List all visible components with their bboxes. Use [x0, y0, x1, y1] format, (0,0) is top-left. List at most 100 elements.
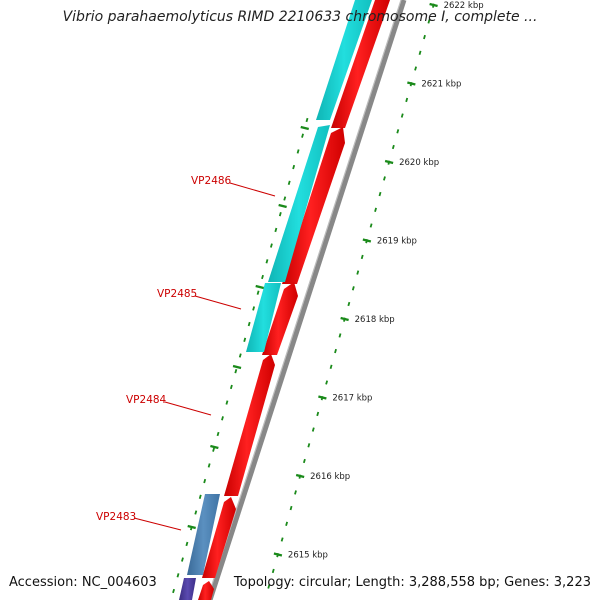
inner-dot	[252, 306, 256, 311]
gene-feature-cyan-long[interactable]	[268, 125, 330, 282]
tick-label: 2617 kbp	[332, 394, 372, 404]
tick-minor	[423, 34, 426, 40]
tick-minor	[285, 521, 289, 526]
inner-dot	[243, 337, 247, 342]
tick-label: 2615 kbp	[288, 551, 328, 561]
inner-dot	[256, 290, 260, 295]
inner-dot	[234, 369, 238, 374]
gene-feature-vp2483[interactable]	[202, 497, 236, 578]
tick-label: 2618 kbp	[355, 315, 395, 325]
inner-dot	[172, 588, 175, 594]
inner-dot	[247, 321, 251, 327]
inner-dot	[301, 133, 304, 138]
inner-dot	[176, 573, 180, 578]
tick-minor	[391, 144, 395, 150]
tick-minor	[351, 286, 355, 291]
inner-dot	[292, 164, 296, 170]
gene-feature-cyan-top[interactable]	[316, 0, 372, 120]
map-title: Vibrio parahaemolyticus RIMD 2210633 chr…	[62, 9, 538, 25]
inner-dot	[221, 416, 224, 421]
tick-major	[340, 316, 349, 322]
inner-dot	[238, 353, 242, 358]
tick-minor	[374, 207, 377, 212]
inner-dot	[296, 149, 300, 154]
gene-feature-cyan-lower[interactable]	[246, 283, 281, 352]
tick-minor	[325, 380, 329, 385]
inner-dot	[185, 541, 189, 547]
gene-label[interactable]: VP2485	[157, 288, 197, 300]
inner-tick	[187, 524, 196, 530]
inner-dot	[270, 243, 273, 248]
inner-tick	[278, 203, 287, 209]
inner-dot	[265, 259, 269, 264]
gene-feature-steel[interactable]	[187, 494, 220, 575]
tick-minor	[414, 66, 418, 71]
gene-label-leader	[133, 517, 182, 531]
tick-label: 2621 kbp	[421, 80, 461, 90]
inner-dot	[287, 180, 291, 185]
tick-major	[273, 552, 283, 557]
tick-minor	[378, 191, 382, 197]
gene-feature-vp2486-forward[interactable]	[331, 0, 390, 128]
gene-feature-vp2482[interactable]	[198, 581, 214, 600]
accession-text: Accession: NC_004603	[9, 575, 157, 590]
inner-dot	[229, 384, 233, 390]
inner-dot	[261, 274, 264, 280]
tick-minor	[271, 568, 275, 574]
tick-major	[384, 159, 394, 165]
inner-dot	[198, 494, 202, 499]
inner-dot	[194, 510, 198, 515]
tick-minor	[280, 537, 284, 542]
inner-dot	[305, 117, 309, 123]
tick-minor	[405, 97, 409, 103]
reverse-strand-track	[179, 0, 372, 600]
gene-label-leader	[164, 401, 212, 416]
tick-minor	[369, 223, 373, 228]
inner-dot	[225, 400, 229, 405]
inner-dot	[283, 196, 287, 201]
gene-feature-vp2485[interactable]	[262, 282, 298, 355]
inner-tick	[232, 364, 242, 370]
tick-major	[318, 395, 327, 400]
tick-minor	[400, 113, 404, 118]
tick-minor	[289, 505, 293, 511]
gene-label-leader	[194, 295, 242, 310]
gene-feature-vp2484[interactable]	[224, 354, 275, 496]
inner-tick	[255, 284, 264, 290]
tick-label: 2616 kbp	[310, 472, 350, 482]
tick-label: 2622 kbp	[444, 1, 484, 11]
tick-major	[362, 238, 372, 243]
tick-major	[407, 81, 416, 86]
gene-label-leader	[229, 182, 276, 197]
inner-dot	[216, 431, 220, 437]
tick-minor	[356, 270, 360, 275]
tick-minor	[267, 584, 271, 589]
gene-feature-vp2486[interactable]	[282, 127, 345, 284]
gene-label[interactable]: VP2483	[96, 511, 136, 523]
inner-dot	[203, 478, 207, 484]
tick-major	[295, 473, 305, 479]
gene-label[interactable]: VP2486	[191, 175, 232, 187]
inner-dot-track	[172, 117, 310, 594]
gene-feature-purple[interactable]	[179, 578, 196, 600]
tick-minor	[360, 254, 364, 260]
tick-minor	[294, 490, 297, 495]
inner-dot	[207, 463, 211, 468]
inner-tick	[210, 444, 219, 450]
tick-minor	[338, 333, 342, 338]
inner-dot	[274, 227, 278, 233]
gene-label[interactable]: VP2484	[126, 394, 167, 406]
inner-dot	[278, 212, 282, 217]
tick-minor	[302, 458, 306, 464]
tick-minor	[316, 411, 320, 417]
inner-dot	[181, 557, 184, 562]
tick-major	[429, 2, 438, 8]
tick-minor	[329, 364, 333, 369]
tick-minor	[427, 19, 431, 24]
backbone-line-highlight	[206, 0, 402, 601]
tick-minor	[347, 301, 351, 307]
tick-minor	[307, 443, 311, 448]
forward-strand-track	[198, 0, 390, 600]
